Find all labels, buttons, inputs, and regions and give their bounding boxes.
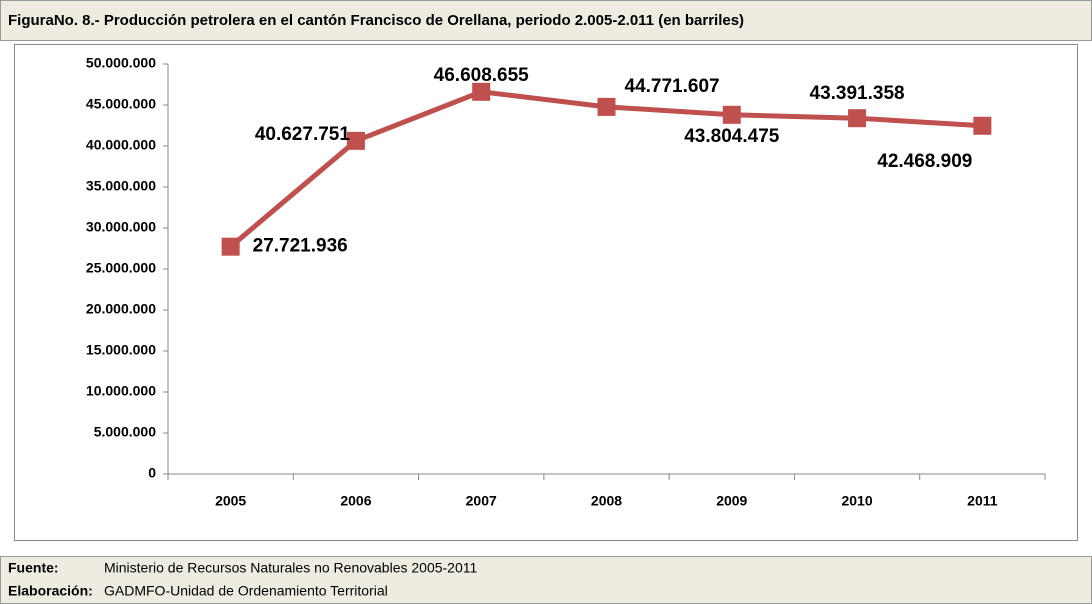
source-label: Fuente: [8, 560, 59, 576]
y-tick-label: 35.000.000 [86, 178, 156, 194]
y-tick-label: 15.000.000 [86, 342, 156, 358]
x-tick-label: 2006 [340, 493, 371, 509]
y-tick-label: 5.000.000 [94, 424, 156, 440]
data-label: 43.391.358 [810, 83, 905, 104]
marker [848, 109, 867, 128]
marker [597, 97, 616, 116]
x-tick-label: 2007 [466, 493, 497, 509]
y-tick-label: 20.000.000 [86, 301, 156, 317]
chart-title: FiguraNo. 8.- Producción petrolera en el… [8, 12, 744, 29]
y-tick-label: 45.000.000 [86, 96, 156, 112]
marker [722, 105, 741, 124]
x-tick-label: 2009 [716, 493, 747, 509]
y-tick-label: 10.000.000 [86, 383, 156, 399]
x-tick-label: 2010 [841, 493, 872, 509]
footer-bar [0, 556, 1092, 604]
marker [221, 237, 240, 256]
y-tick-label: 0 [148, 465, 156, 481]
y-tick-label: 50.000.000 [86, 55, 156, 71]
marker [973, 116, 992, 135]
y-tick-label: 25.000.000 [86, 260, 156, 276]
source: Ministerio de Recursos Naturales no Reno… [104, 560, 477, 576]
made-label: Elaboración: [8, 583, 93, 599]
chart-box [14, 44, 1078, 541]
data-label: 44.771.607 [625, 76, 720, 97]
x-tick-label: 2005 [215, 493, 246, 509]
data-label: 43.804.475 [684, 126, 780, 147]
title-bar [0, 0, 1092, 41]
data-label: 42.468.909 [877, 151, 972, 172]
x-tick-label: 2008 [591, 493, 622, 509]
marker [472, 82, 491, 101]
marker [346, 131, 365, 150]
made: GADMFO-Unidad de Ordenamiento Territoria… [104, 583, 388, 599]
data-label: 27.721.936 [253, 236, 348, 257]
x-tick-label: 2011 [967, 493, 998, 509]
data-label: 46.608.655 [434, 65, 530, 86]
data-label: 40.627.751 [255, 124, 351, 145]
y-tick-label: 30.000.000 [86, 219, 156, 235]
y-tick-label: 40.000.000 [86, 137, 156, 153]
